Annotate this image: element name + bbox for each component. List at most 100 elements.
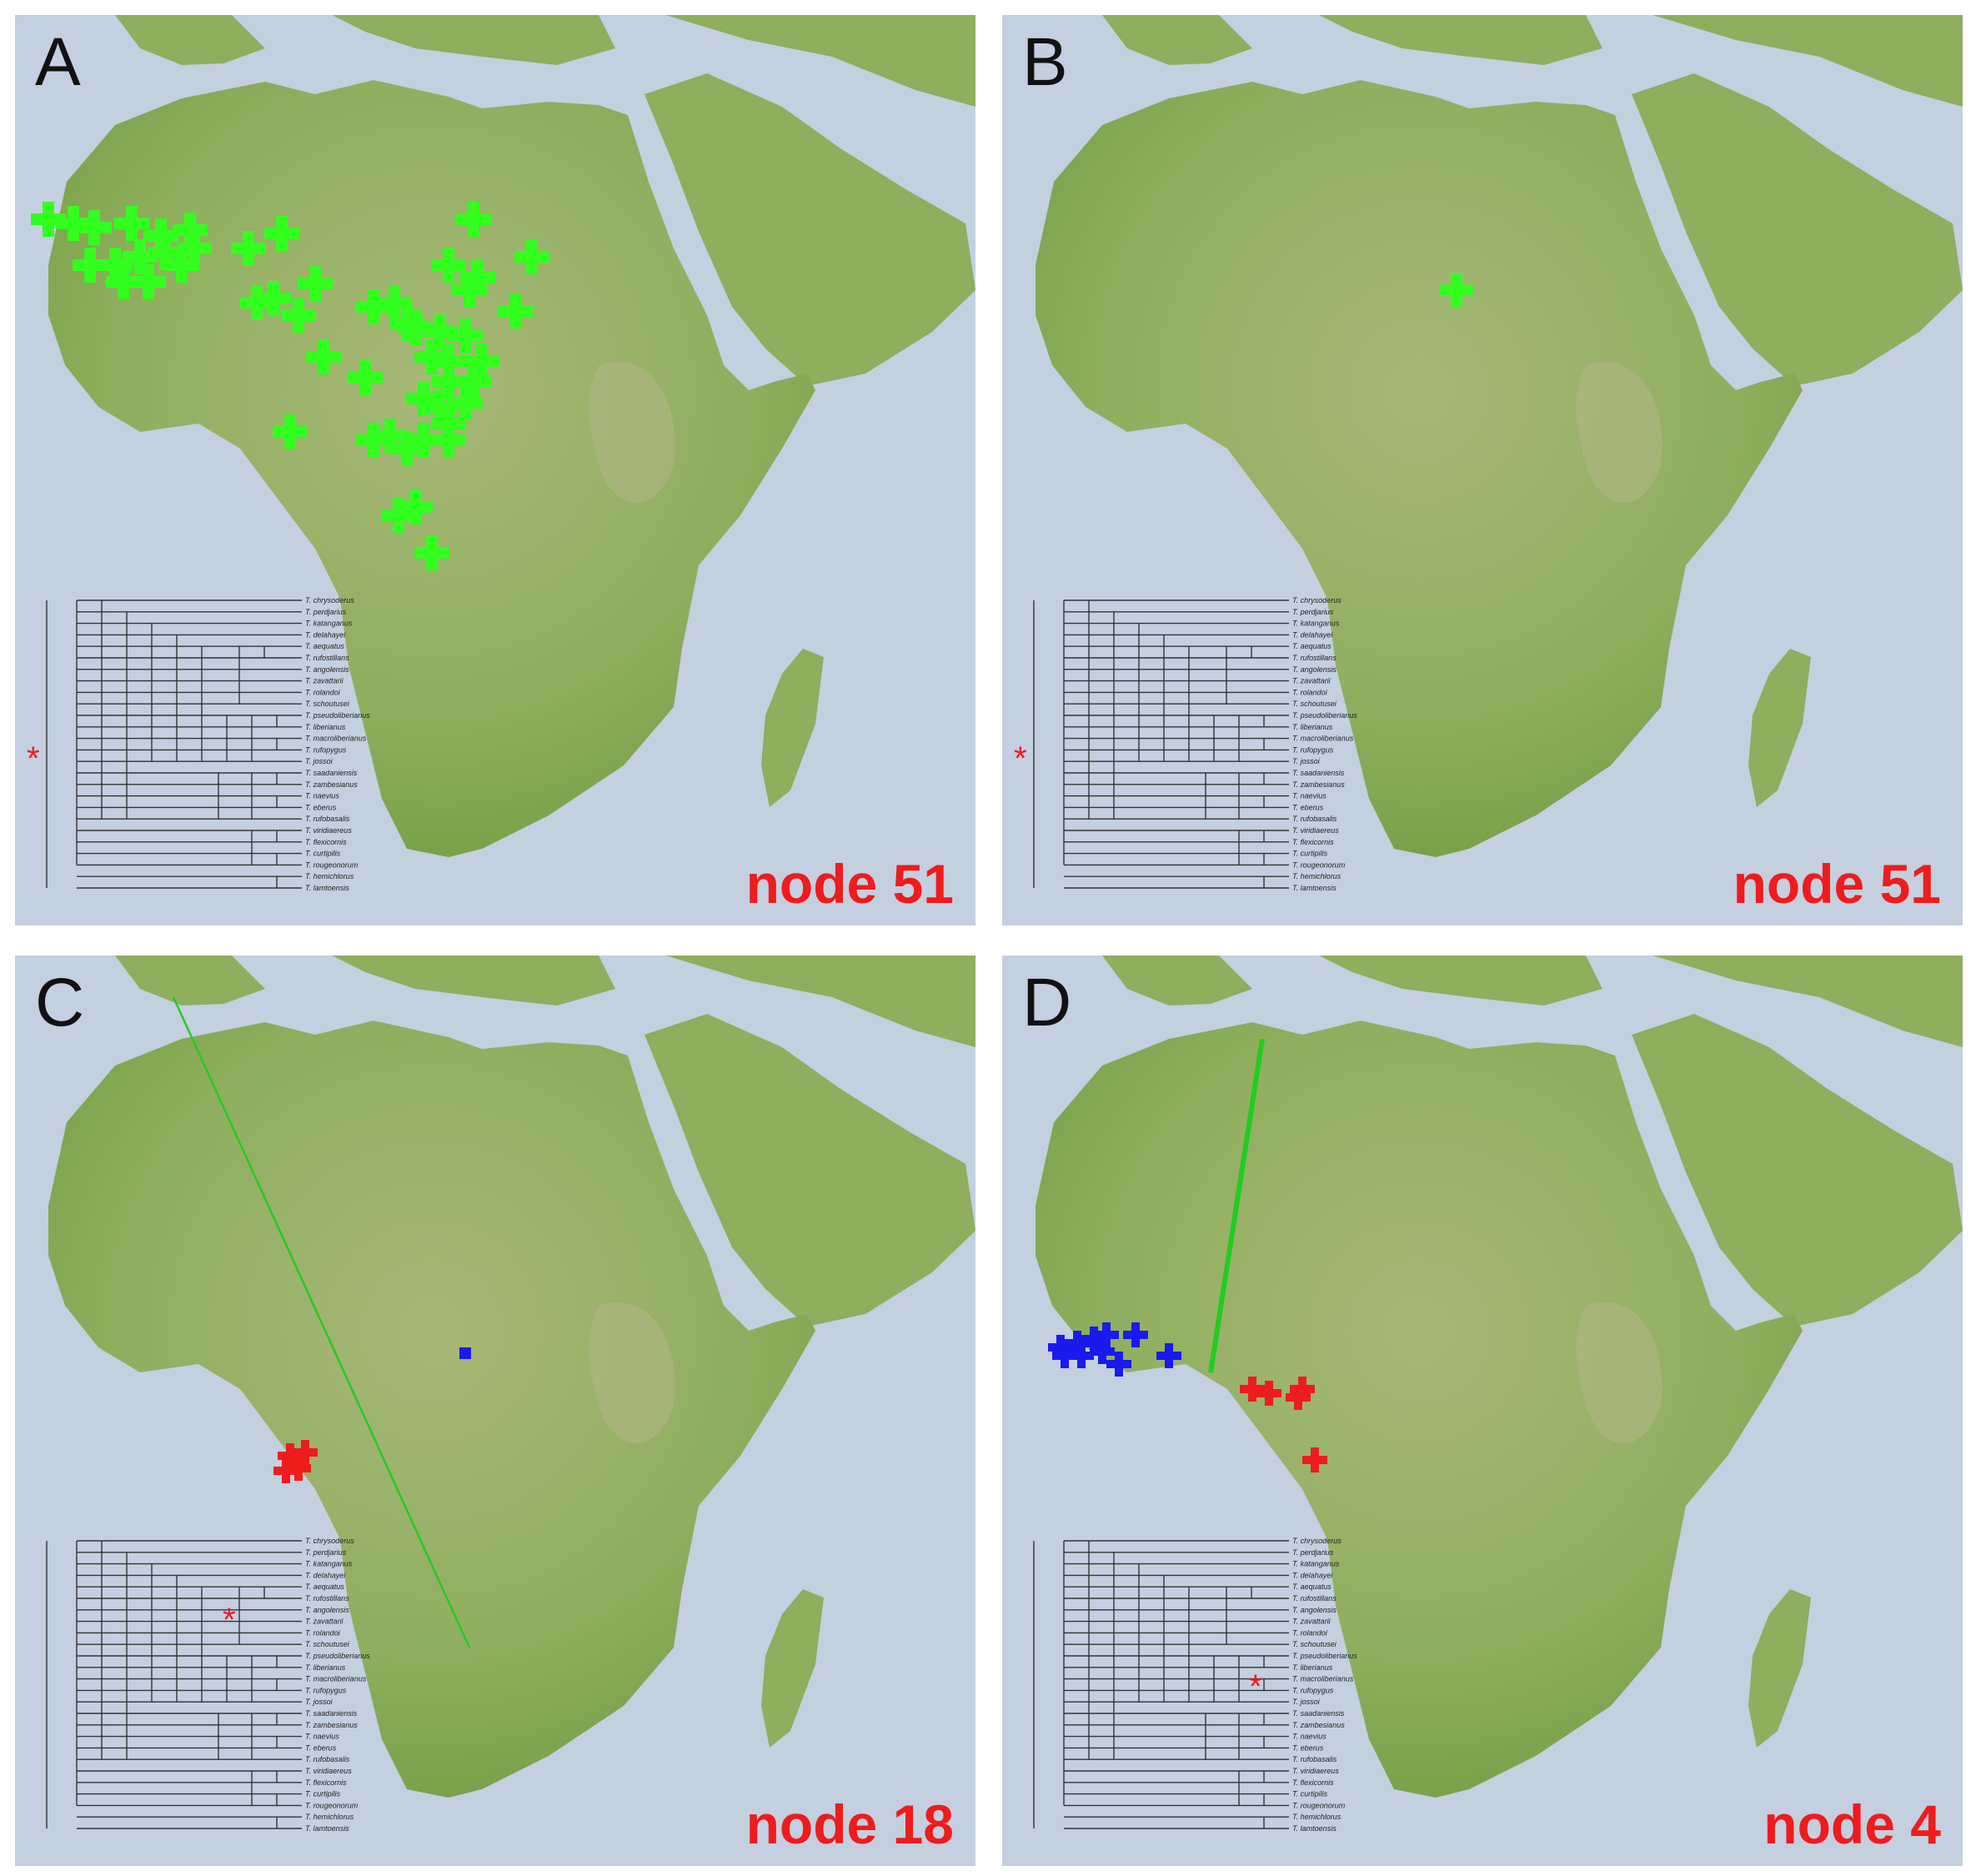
panel-letter: B [1022, 24, 1068, 100]
europe-landmass [1102, 15, 1963, 107]
africa-map [15, 956, 975, 1866]
phylogenetic-tree: T. chrysoderus T. perdjarius T. katanganus… [27, 596, 370, 892]
taxon-label: T. aequatus [305, 642, 344, 650]
occurrence-mark [431, 248, 466, 283]
taxon-label: T. hemichlorus [305, 1813, 354, 1821]
taxon-label: T. katanganus [1292, 1560, 1340, 1568]
taxon-label: T. angolensis [305, 665, 349, 674]
taxon-label: T. rolandoi [1292, 1628, 1328, 1637]
taxon-label: T. katanganus [305, 619, 353, 628]
occurrence-mark [98, 248, 133, 283]
taxon-label: T. hemichlorus [305, 872, 354, 880]
madagascar [1748, 1589, 1811, 1748]
occurrence-mark [423, 389, 458, 424]
occurrence-mark [452, 273, 487, 308]
taxon-label: T. liberianus [1292, 1663, 1333, 1672]
taxon-label: T. jossoi [1292, 1698, 1321, 1706]
occurrence-mark [1069, 1343, 1094, 1368]
taxon-label: T. curtipilis [1292, 1790, 1328, 1798]
arabia-landmass [644, 1014, 975, 1327]
taxon-label: T. jossoi [305, 1698, 334, 1706]
occurrence-mark [73, 248, 108, 283]
node-label: node 51 [1733, 853, 1941, 915]
taxon-label: T. chrysoderus [305, 596, 354, 604]
taxon-label: T. eberus [1292, 803, 1324, 811]
taxon-label: T. curtipilis [305, 850, 341, 858]
occurrence-mark [1094, 1322, 1119, 1347]
occurrence-mark [456, 364, 491, 399]
taxon-label: T. rufopygus [1292, 1686, 1334, 1694]
taxon-label: T. lamtoensis [305, 884, 349, 892]
occurrence-mark [148, 235, 183, 270]
panel-letter: A [35, 24, 81, 100]
taxon-label: T. katanganus [305, 1560, 353, 1568]
east-african-highlands [589, 362, 675, 503]
taxon-label: T. aequatus [1292, 1583, 1332, 1591]
occurrence-mark [406, 381, 441, 416]
taxon-label: T. aequatus [305, 1583, 344, 1591]
taxon-label: T. delahayei [1292, 1571, 1333, 1579]
taxon-label: T. delahayei [305, 630, 346, 639]
occurrence-mark [1302, 1447, 1327, 1472]
vicariance-line [172, 996, 471, 1648]
taxon-label: T. katanganus [1292, 619, 1340, 628]
madagascar [761, 649, 824, 807]
taxon-label: T. rufostillans [1292, 654, 1337, 662]
occurrence-mark [459, 1347, 471, 1359]
taxon-label: T. naevius [1292, 1733, 1327, 1741]
panel-letter: D [1022, 965, 1072, 1041]
taxon-label: T. schoutusei [1292, 700, 1337, 708]
occurrence-mark [406, 423, 441, 458]
arabia-landmass [644, 73, 975, 386]
taxon-label: T. perdjarius [1292, 608, 1334, 616]
africa-map [1002, 956, 1963, 1866]
taxon-label: T. viridiaereus [1292, 1767, 1339, 1775]
taxon-label: T. schoutusei [305, 1640, 350, 1648]
taxon-label: T. zavattarii [1292, 1618, 1332, 1626]
occurrence-mark [377, 285, 412, 320]
occurrence-mark [423, 314, 458, 349]
taxon-label: T. perdjarius [305, 608, 347, 616]
occurrence-mark [123, 239, 158, 274]
occurrence-mark [381, 498, 416, 533]
map-panel-d: D T. chrysoderus T. perdjarius T. katangan… [1002, 956, 1963, 1866]
africa-map [15, 15, 975, 925]
occurrence-mark [448, 319, 483, 354]
occurrence-mark [448, 385, 483, 420]
occurrence-mark [177, 231, 212, 266]
occurrence-mark [1090, 1339, 1115, 1364]
africa-landmass [1036, 1021, 1803, 1798]
taxon-label: T. rufostillans [305, 1594, 349, 1603]
east-african-highlands [1576, 1302, 1663, 1443]
occurrence-mark [373, 419, 408, 454]
taxon-label: T. naevius [1292, 792, 1327, 800]
occurrence-mark [398, 310, 433, 345]
phylogenetic-tree: T. chrysoderus T. perdjarius T. katanganus… [1014, 596, 1357, 892]
east-african-highlands [1576, 362, 1663, 503]
taxon-label: T. angolensis [1292, 1606, 1337, 1614]
taxon-label: T. rufobasalis [305, 815, 350, 823]
occurrence-mark [514, 239, 549, 274]
taxon-label: T. lamtoensis [305, 1824, 349, 1833]
occurrence-mark [1240, 1377, 1265, 1402]
taxon-label: T. curtipilis [305, 1790, 341, 1798]
taxon-label: T. aequatus [1292, 642, 1332, 650]
taxon-label: T. schoutusei [305, 700, 350, 708]
taxon-label: T. zavattarii [305, 677, 344, 685]
occurrence-mark [431, 344, 466, 379]
europe-landmass [115, 15, 975, 107]
node-label: node 18 [745, 1793, 954, 1855]
taxon-label: T. delahayei [305, 1571, 346, 1579]
africa-landmass [1036, 80, 1803, 857]
panel-letter: C [35, 965, 85, 1041]
node-marker: * [223, 1602, 236, 1638]
node-marker: * [1014, 740, 1027, 777]
taxon-label: T. curtipilis [1292, 850, 1328, 858]
phylogenetic-tree: T. chrysoderus T. perdjarius T. katanganus… [1033, 1537, 1357, 1833]
taxon-label: T. viridiaereus [1292, 826, 1339, 835]
madagascar [761, 1589, 824, 1748]
taxon-label: T. chrysoderus [1292, 596, 1342, 604]
taxon-label: T. naevius [305, 792, 339, 800]
occurrence-mark [31, 202, 66, 237]
africa-landmass [48, 80, 815, 857]
